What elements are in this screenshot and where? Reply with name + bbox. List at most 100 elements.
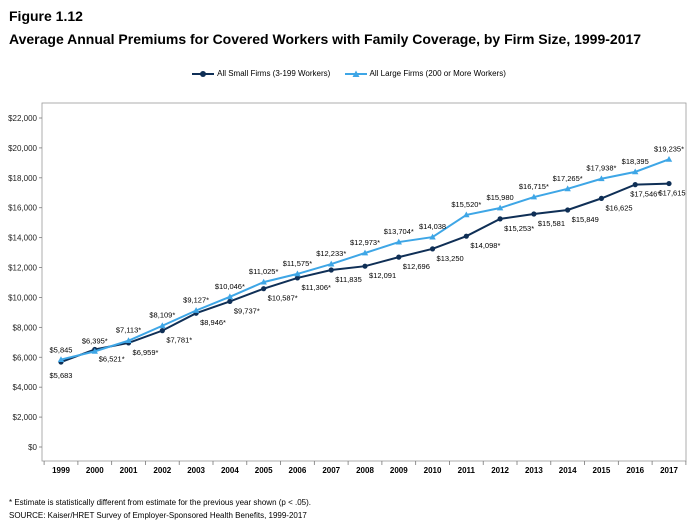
x-tick-label: 2003 <box>187 466 205 475</box>
data-label: $5,683 <box>50 371 73 380</box>
legend-marker-small-firms <box>192 70 215 77</box>
data-point <box>294 270 301 277</box>
data-point <box>91 347 98 354</box>
legend-label-large-firms: All Large Firms (200 or More Workers) <box>369 69 506 78</box>
data-point <box>530 193 538 200</box>
data-label: $18,395 <box>622 157 649 166</box>
figure-label: Figure 1.12 <box>9 8 83 24</box>
legend-item-small-firms: All Small Firms (3-199 Workers) <box>192 69 330 78</box>
figure-title: Average Annual Premiums for Covered Work… <box>9 31 642 47</box>
data-point <box>665 155 673 162</box>
data-point <box>395 238 402 245</box>
data-point <box>598 175 605 182</box>
data-point <box>192 307 200 313</box>
x-tick-label: 2017 <box>660 466 678 475</box>
data-point <box>328 267 334 273</box>
x-tick-label: 2010 <box>424 466 442 475</box>
x-tick-label: 2002 <box>153 466 171 475</box>
data-label: $14,098* <box>470 241 500 250</box>
data-label: $16,715* <box>519 182 549 191</box>
x-tick-label: 2006 <box>289 466 307 475</box>
data-label: $11,835 <box>335 275 362 284</box>
data-label: $8,946* <box>200 318 226 327</box>
data-point <box>666 180 672 187</box>
data-point <box>328 260 335 267</box>
data-label: $15,581 <box>538 219 565 228</box>
data-point <box>294 275 301 281</box>
data-point <box>632 168 639 175</box>
data-point <box>125 337 132 344</box>
data-point <box>362 263 368 269</box>
data-label: $10,587* <box>268 294 298 303</box>
data-point <box>496 204 504 211</box>
data-point <box>226 293 234 300</box>
data-point <box>429 233 436 240</box>
data-point <box>497 216 503 222</box>
data-point <box>227 298 233 304</box>
data-point <box>463 211 470 218</box>
data-label: $15,980 <box>487 193 514 202</box>
data-point <box>531 211 537 217</box>
data-label: $17,546* <box>630 190 660 199</box>
legend-item-large-firms: All Large Firms (200 or More Workers) <box>344 69 506 78</box>
x-tick-label: 2008 <box>356 466 374 475</box>
y-tick-label: $10,000 <box>8 293 37 302</box>
data-label: $9,737* <box>234 306 260 315</box>
data-label: $14,038 <box>419 222 446 231</box>
x-tick-label: 2011 <box>458 466 476 475</box>
data-label: $17,265* <box>553 174 583 183</box>
data-label: $10,046* <box>215 282 245 291</box>
data-point <box>159 328 165 334</box>
data-point <box>260 278 267 285</box>
data-label: $15,253* <box>504 224 534 233</box>
data-point <box>429 246 436 252</box>
x-tick-label: 2000 <box>86 466 104 475</box>
series-line-small-firms <box>60 182 670 363</box>
plot-frame <box>41 102 687 462</box>
data-point <box>564 185 571 192</box>
y-tick-label: $20,000 <box>8 144 37 153</box>
data-label: $15,849 <box>572 215 599 224</box>
data-point <box>598 195 605 201</box>
legend-label-small-firms: All Small Firms (3-199 Workers) <box>217 69 331 78</box>
data-label: $7,781* <box>166 336 192 345</box>
data-label: $7,113* <box>116 326 141 335</box>
data-label: $17,938* <box>586 164 616 173</box>
data-label: $17,615 <box>658 189 685 198</box>
series-line-large-firms <box>60 158 670 361</box>
x-tick-label: 1999 <box>52 466 70 475</box>
data-point <box>261 286 267 292</box>
data-label: $12,091 <box>369 271 396 280</box>
data-label: $15,520* <box>451 200 481 209</box>
data-label: $12,973* <box>350 238 380 247</box>
data-point <box>565 207 571 213</box>
legend-marker-large-firms <box>344 70 367 77</box>
data-label: $11,025* <box>249 267 279 276</box>
data-label: $6,521* <box>99 354 125 363</box>
data-label: $13,704* <box>384 227 414 236</box>
footnote-source: SOURCE: Kaiser/HRET Survey of Employer-S… <box>9 511 307 520</box>
chart-legend: All Small Firms (3-199 Workers) All Larg… <box>0 69 698 80</box>
y-tick-label: $18,000 <box>8 174 37 183</box>
data-label: $6,959* <box>133 348 159 357</box>
data-label: $11,575* <box>283 259 313 268</box>
x-tick-label: 2013 <box>525 466 543 475</box>
data-label: $12,696 <box>403 262 430 271</box>
data-label: $5,845 <box>50 346 73 355</box>
x-tick-label: 2016 <box>626 466 644 475</box>
y-tick-label: $8,000 <box>13 323 38 332</box>
data-point <box>632 182 638 188</box>
data-point <box>463 233 469 239</box>
data-point <box>57 356 65 362</box>
data-point <box>159 322 166 329</box>
x-tick-label: 2001 <box>120 466 138 475</box>
x-tick-label: 2009 <box>390 466 408 475</box>
data-point <box>361 249 369 256</box>
y-tick-label: $6,000 <box>13 353 38 362</box>
data-point <box>396 254 402 260</box>
x-tick-label: 2012 <box>491 466 509 475</box>
y-tick-label: $12,000 <box>8 264 37 273</box>
data-label: $19,235* <box>654 144 684 153</box>
data-label: $16,625 <box>605 203 632 212</box>
